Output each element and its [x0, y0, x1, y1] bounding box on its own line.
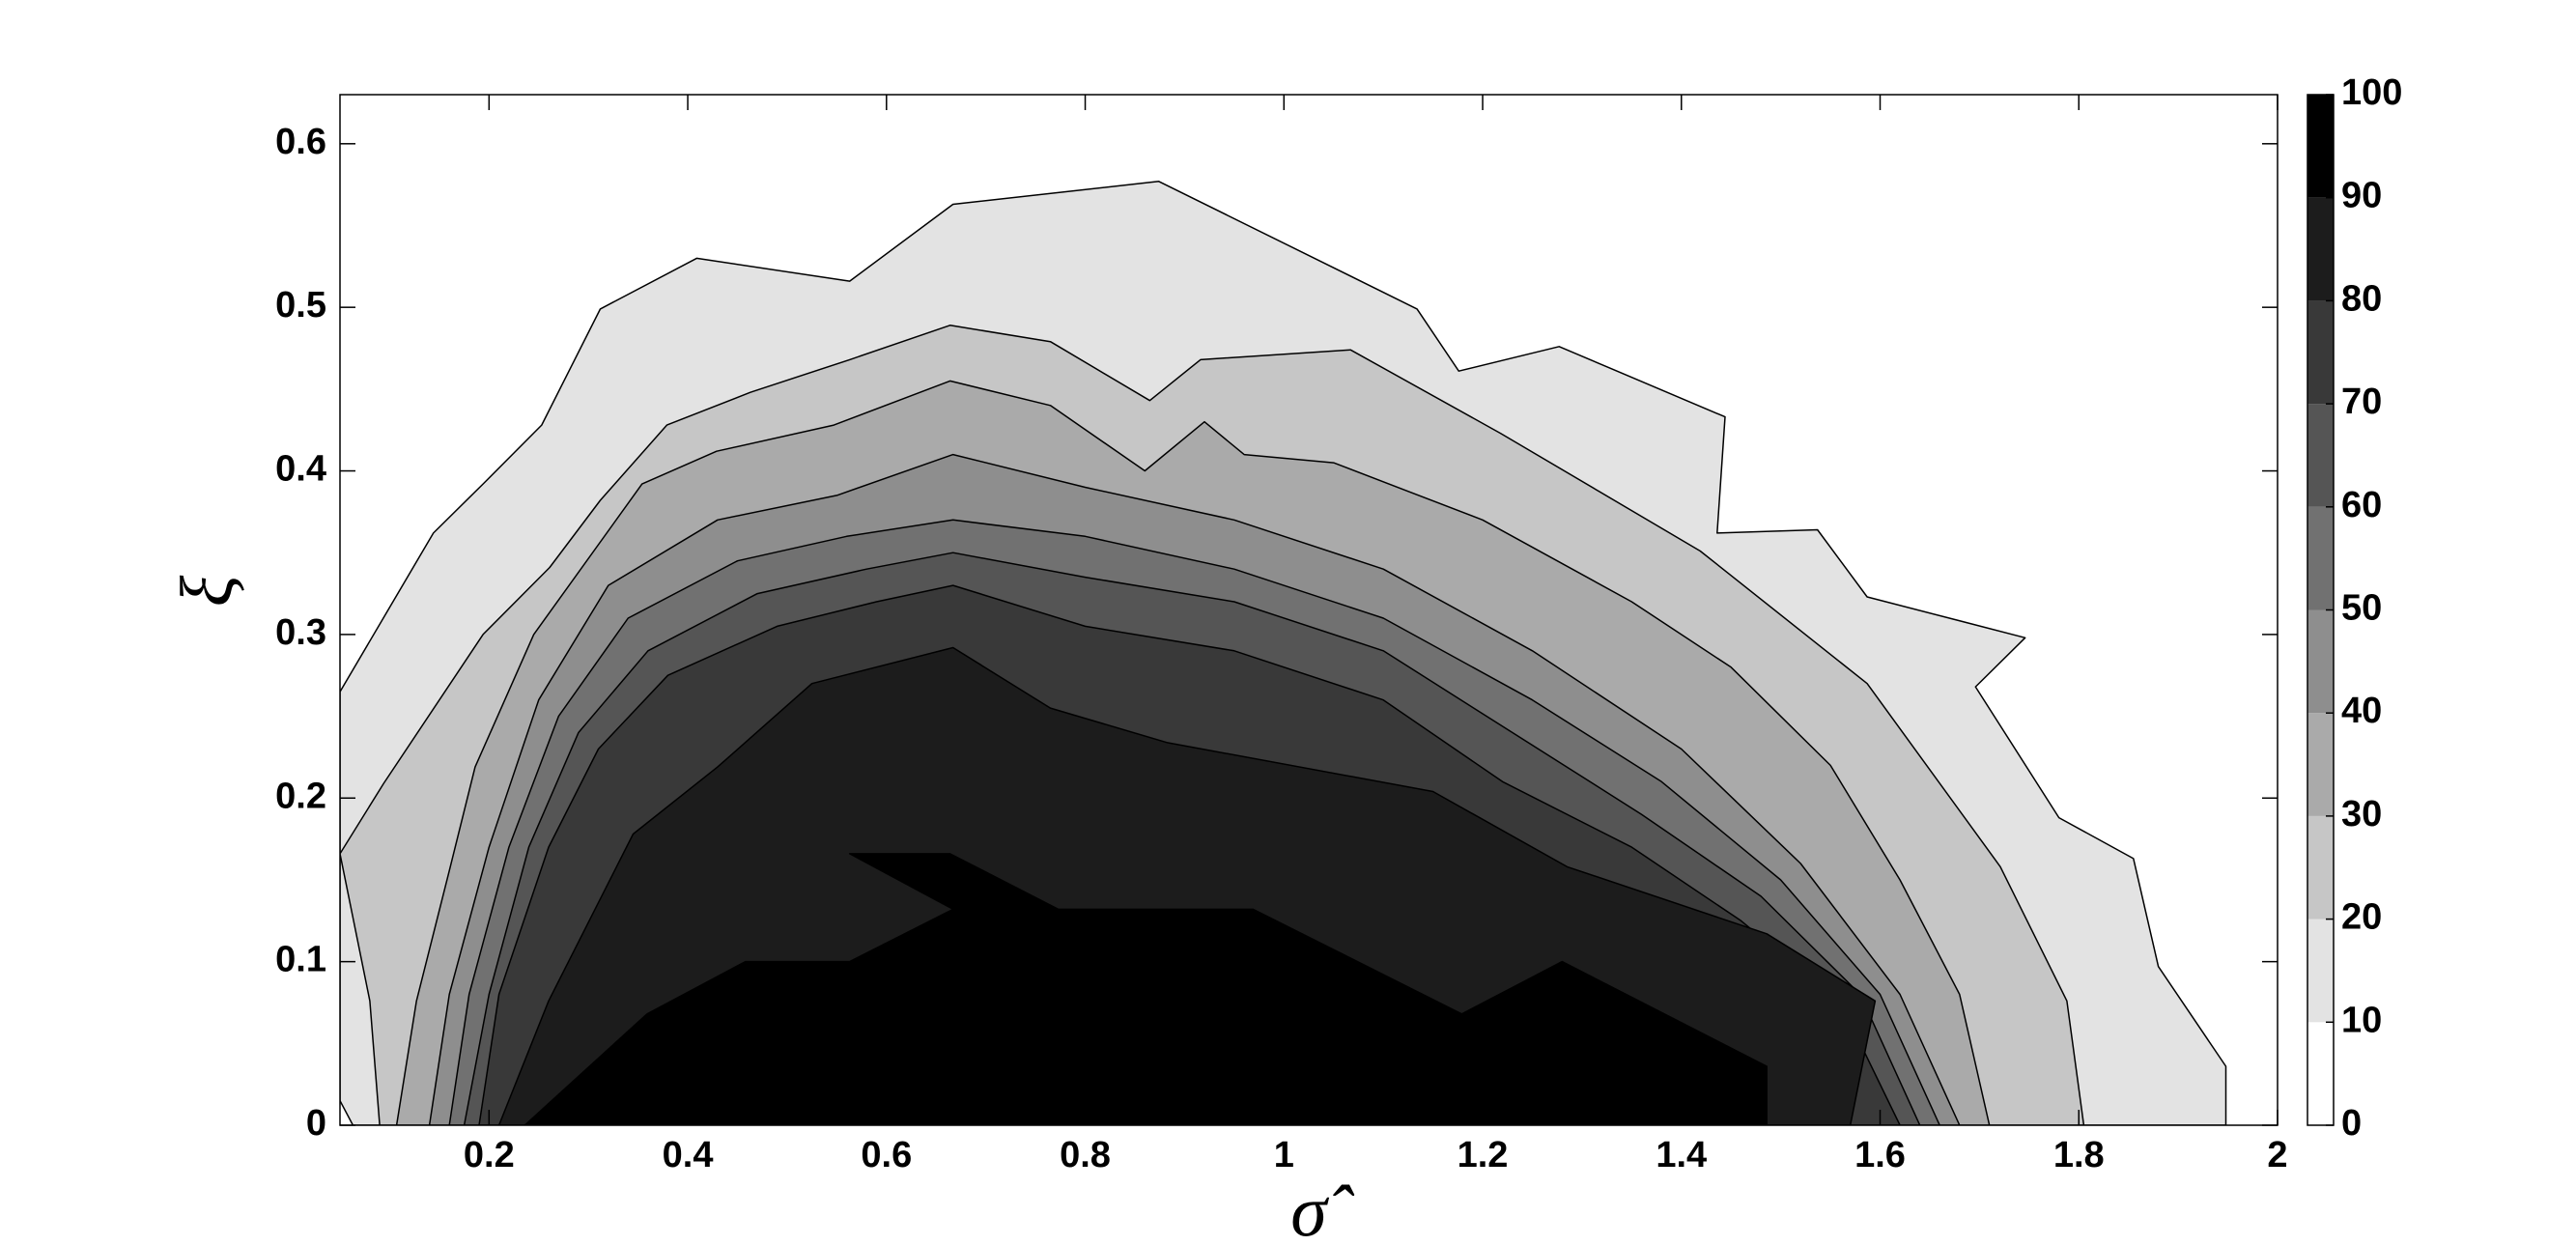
colorbar-tick-label: 80 [2341, 278, 2382, 319]
colorbar-band [2307, 713, 2334, 816]
colorbar-tick-label: 50 [2341, 588, 2382, 629]
x-tick-label: 0.8 [1060, 1135, 1111, 1175]
x-tick-label: 0.4 [663, 1135, 714, 1175]
colorbar-tick-label: 0 [2341, 1103, 2362, 1144]
colorbar-band [2307, 300, 2334, 405]
colorbar-band [2307, 919, 2334, 1023]
colorbar-band [2307, 609, 2334, 714]
x-tick-label: 0.6 [861, 1135, 912, 1175]
plot-frame [339, 94, 2279, 1126]
y-tick-label: 0.5 [275, 285, 326, 325]
contour-layer [340, 95, 2278, 1125]
x-tick-label: 1.2 [1458, 1135, 1509, 1175]
y-tick-label: 0.1 [275, 940, 326, 980]
x-tick-label: 0.2 [464, 1135, 515, 1175]
colorbar-band [2307, 197, 2334, 301]
x-tick-label: 1.6 [1854, 1135, 1906, 1175]
y-tick-label: 0.4 [275, 449, 326, 490]
colorbar-tick-label: 30 [2341, 794, 2382, 835]
colorbar-band [2307, 1022, 2334, 1125]
x-tick-label: 1 [1274, 1135, 1294, 1175]
colorbar-tick-label: 100 [2341, 72, 2402, 113]
colorbar-band [2307, 506, 2334, 610]
x-tick-label: 1.8 [2053, 1135, 2105, 1175]
x-tick-label: 2 [2267, 1135, 2287, 1175]
colorbar-tick-label: 40 [2341, 691, 2382, 731]
colorbar-tick-label: 10 [2341, 1000, 2382, 1040]
y-axis-label: ξ [166, 575, 247, 607]
y-tick-label: 0.6 [275, 122, 326, 162]
y-tick-label: 0.3 [275, 612, 326, 653]
colorbar-tick-label: 20 [2341, 897, 2382, 938]
contour-region [524, 853, 1768, 1125]
colorbar-tick-label: 70 [2341, 382, 2382, 422]
x-axis-label: σ̂ [1290, 1171, 1354, 1245]
colorbar-band [2307, 815, 2334, 920]
colorbar-tick-label: 60 [2341, 485, 2382, 525]
y-tick-label: 0.2 [275, 776, 326, 816]
colorbar-band [2307, 404, 2334, 507]
y-tick-label: 0 [306, 1103, 326, 1144]
x-tick-label: 1.4 [1656, 1135, 1707, 1175]
colorbar-band [2307, 95, 2334, 198]
colorbar-tick-label: 90 [2341, 176, 2382, 216]
